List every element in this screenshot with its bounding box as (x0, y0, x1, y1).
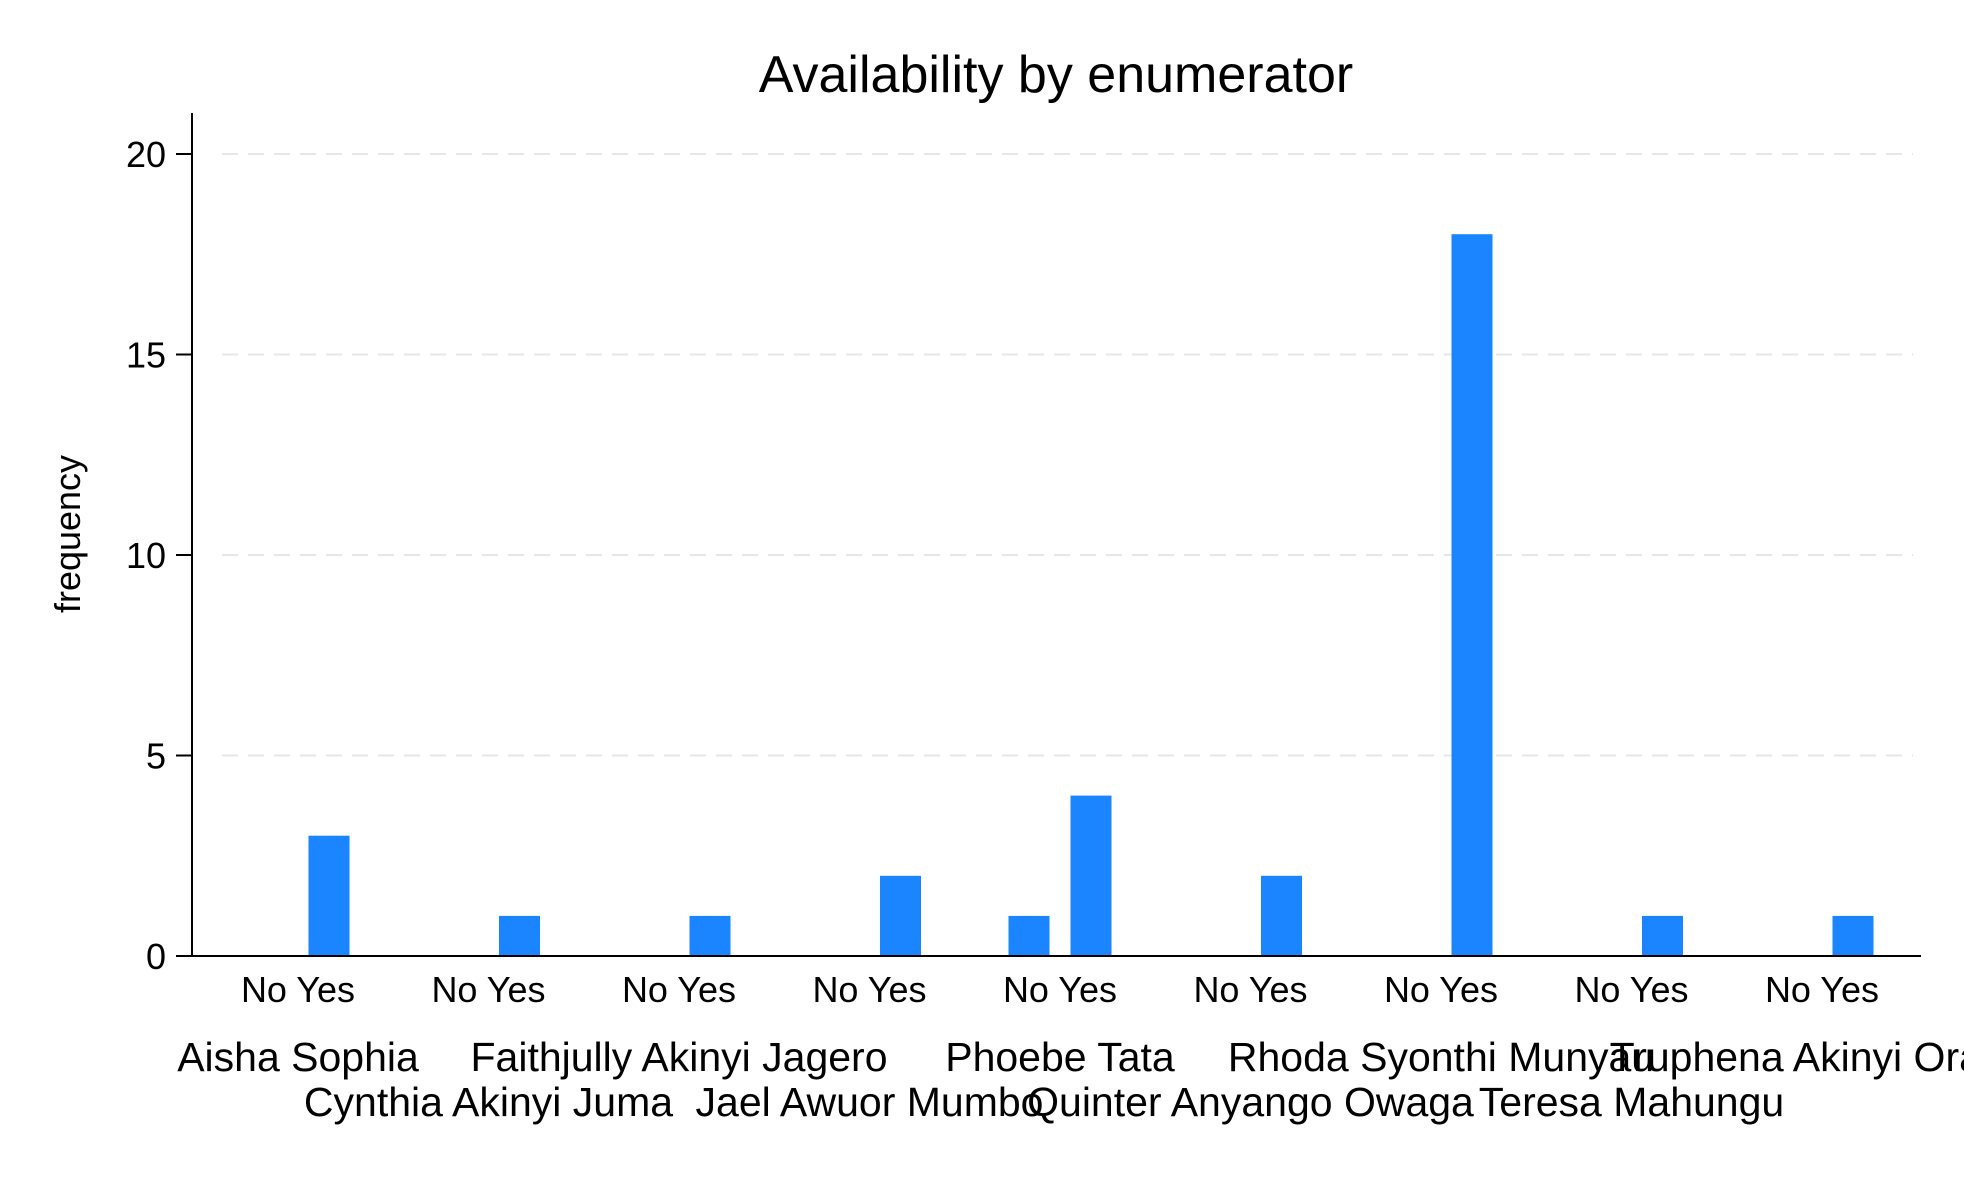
category-label: Faithjully Akinyi Jagero (470, 1034, 887, 1080)
gridlines (222, 153, 1913, 757)
subcategory-labels: No Yes (241, 969, 355, 1010)
category-label: Jael Awuor Mumbo (696, 1079, 1044, 1125)
y-tick-label: 20 (126, 134, 166, 175)
bar-yes (1261, 875, 1302, 956)
y-tick-label: 15 (126, 335, 166, 376)
bar-yes (880, 875, 921, 956)
y-tick-label: 0 (146, 936, 166, 977)
category-label: Cynthia Akinyi Juma (304, 1079, 673, 1125)
category-label: Aisha Sophia (177, 1034, 419, 1080)
bar-yes (1832, 915, 1874, 956)
subcategory-labels: No Yes (1384, 969, 1498, 1010)
subcategory-labels: No Yes (1003, 969, 1117, 1010)
category-label: Rhoda Syonthi Munyau (1228, 1034, 1654, 1080)
bar-yes (1642, 915, 1683, 956)
subcategory-labels: No Yes (1193, 969, 1307, 1010)
bar-yes (1070, 795, 1112, 956)
y-axis-label: frequency (47, 455, 88, 613)
bars (308, 234, 1874, 956)
x-axis-labels: No Yes Aisha Sophia No Yes Cynthia Akinyi J… (177, 969, 1964, 1125)
category-label: Teresa Mahungu (1479, 1079, 1784, 1125)
subcategory-labels: No Yes (812, 969, 926, 1010)
bar-yes (308, 835, 350, 956)
bar-no (1008, 915, 1050, 956)
bar-yes (689, 915, 731, 956)
y-tick-label: 5 (146, 736, 166, 777)
category-label: Truphena Akinyi Orachi (1610, 1034, 1964, 1080)
category-label: Quinter Anyango Owaga (1027, 1079, 1474, 1125)
subcategory-labels: No Yes (1765, 969, 1879, 1010)
y-tick-label: 10 (126, 535, 166, 576)
subcategory-labels: No Yes (622, 969, 736, 1010)
subcategory-labels: No Yes (1574, 969, 1688, 1010)
bar-yes (1451, 234, 1493, 956)
subcategory-labels: No Yes (431, 969, 545, 1010)
bar-yes (499, 915, 540, 956)
chart-title: Availability by enumerator (759, 46, 1353, 104)
category-label: Phoebe Tata (945, 1034, 1175, 1080)
y-axis-ticks: 0 5 10 15 20 (126, 134, 192, 977)
